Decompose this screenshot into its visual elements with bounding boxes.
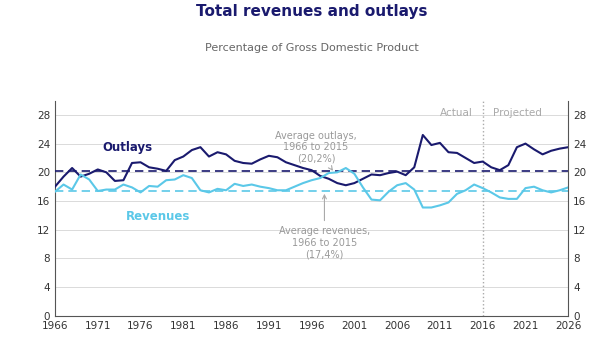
Text: Average revenues,
1966 to 2015
(17,4%): Average revenues, 1966 to 2015 (17,4%) [279,195,370,259]
Text: Projected: Projected [493,108,542,118]
Text: Actual: Actual [439,108,472,118]
Text: Outlays: Outlays [103,141,153,154]
Text: Percentage of Gross Domestic Product: Percentage of Gross Domestic Product [205,43,419,53]
Text: Average outlays,
1966 to 2015
(20,2%): Average outlays, 1966 to 2015 (20,2%) [275,131,357,170]
Text: Total revenues and outlays: Total revenues and outlays [196,4,427,19]
Text: Revenues: Revenues [125,210,190,223]
